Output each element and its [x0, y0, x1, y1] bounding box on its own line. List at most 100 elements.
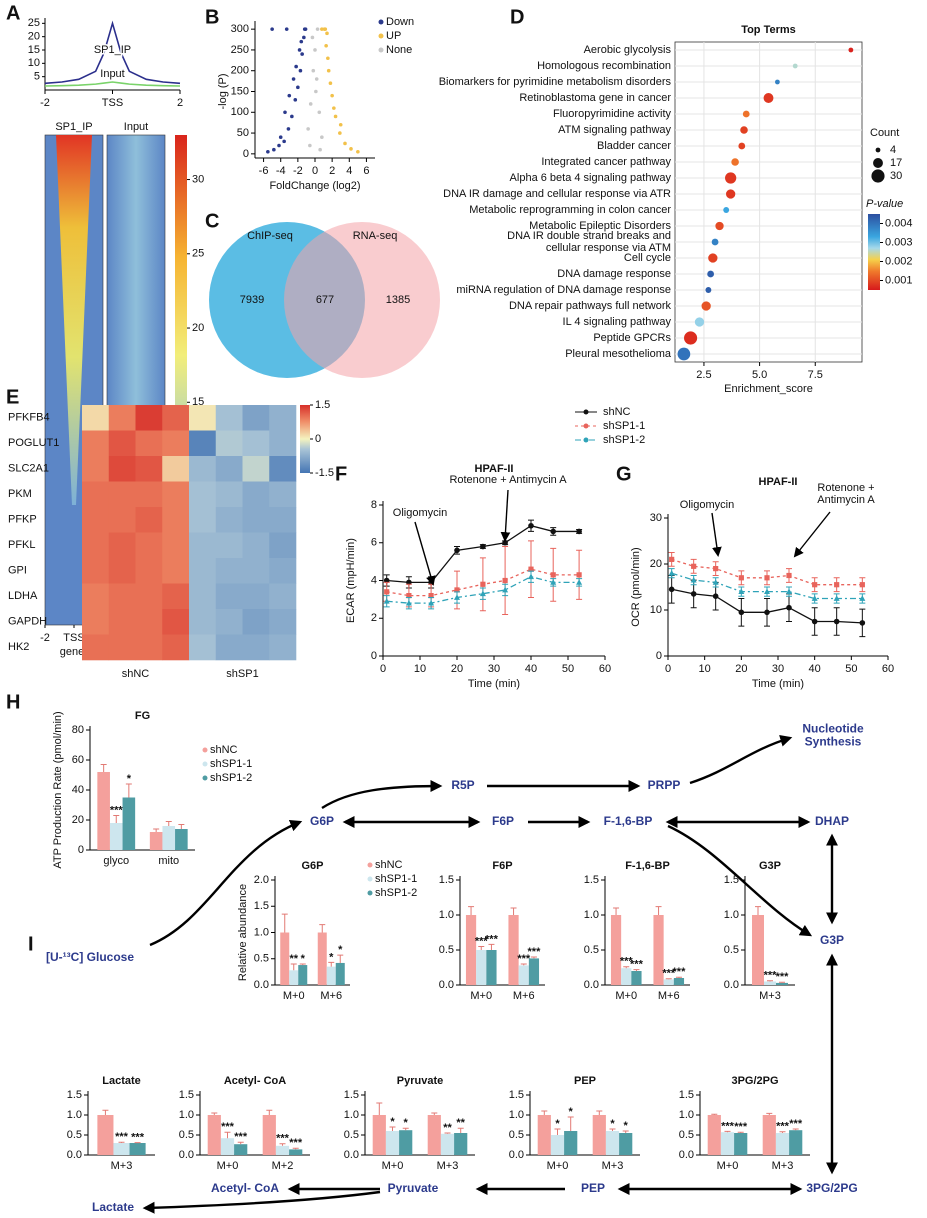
heat-cell — [162, 430, 190, 457]
heat-cell — [82, 609, 110, 635]
heat-cell — [108, 634, 136, 661]
error-bar — [178, 824, 185, 829]
x-axis-label: FoldChange (log2) — [269, 180, 360, 192]
group-label: shSP1 — [226, 668, 258, 680]
x-tick-label: M+2 — [272, 1160, 294, 1172]
dot — [711, 238, 719, 246]
point — [314, 77, 319, 81]
error-bar — [767, 980, 773, 982]
bar — [653, 915, 664, 985]
heat-cell — [82, 430, 110, 457]
marker — [550, 528, 556, 535]
error-bar — [224, 1131, 231, 1139]
dot — [792, 63, 798, 69]
error-bar — [118, 1141, 125, 1143]
point — [299, 39, 304, 44]
y-tick-label: 1.0 — [679, 1109, 694, 1121]
x-tick-label: 30 — [772, 663, 784, 675]
point — [308, 102, 313, 106]
heat-cell — [242, 430, 270, 457]
x-tick-label: 4 — [346, 165, 352, 177]
point — [320, 135, 324, 140]
panel-label: C — [205, 210, 219, 232]
x-tick-label: M+6 — [320, 990, 342, 1002]
category-label: Metabolic Epileptic Disorders — [529, 220, 671, 232]
bar — [97, 1115, 114, 1155]
chart-title: F-1,6-BP — [625, 860, 670, 872]
marker — [713, 566, 719, 572]
heat-cell — [269, 507, 297, 533]
category-label: DNA IR double strand breaks and cellular … — [507, 230, 671, 254]
point — [343, 141, 347, 146]
chart-title: PEP — [574, 1075, 596, 1087]
y-tick-label: 0 — [656, 650, 662, 662]
dot — [701, 301, 711, 311]
error-bar — [153, 828, 160, 832]
point — [310, 35, 315, 40]
legend-label: UP — [386, 30, 401, 42]
x-tick-label: 50 — [845, 663, 857, 675]
marker — [528, 566, 534, 572]
series-line — [386, 576, 580, 604]
error-bar — [520, 963, 527, 966]
heat-cell — [242, 609, 270, 635]
point — [290, 114, 294, 119]
error-bar — [623, 966, 630, 969]
error-bar — [319, 924, 326, 933]
error-bar — [541, 1110, 548, 1115]
point — [338, 131, 342, 135]
bar — [122, 797, 136, 850]
legend-label: shNC — [603, 406, 631, 418]
point — [313, 48, 317, 52]
pathway-node: Nucleotide Synthesis — [802, 722, 864, 749]
dot — [763, 93, 774, 103]
bar — [465, 915, 477, 985]
venn-set-label: RNA-seq — [353, 230, 398, 242]
point — [326, 68, 331, 73]
size-legend-label: 17 — [890, 157, 902, 169]
significance-label: *** — [776, 971, 790, 983]
chart-title: G6P — [301, 860, 323, 872]
point — [282, 139, 286, 144]
pathway-node: F-1,6-BP — [604, 814, 653, 828]
row-label: POGLUT1 — [8, 437, 59, 449]
x-tick-label: TSS — [102, 97, 123, 109]
y-tick-label: 5 — [34, 71, 40, 83]
significance-label: ** — [456, 1117, 465, 1129]
pathway-node: G3P — [820, 933, 844, 947]
point — [323, 27, 328, 31]
y-tick-label: 60 — [72, 754, 84, 766]
marker — [550, 579, 557, 585]
dot — [740, 126, 748, 134]
heat-cell — [82, 532, 110, 559]
marker — [811, 595, 818, 601]
bar — [162, 826, 176, 850]
bar — [550, 1135, 565, 1155]
legend-label: None — [386, 44, 412, 56]
error-bar — [596, 1110, 603, 1115]
point — [266, 149, 270, 154]
pathway-arrows — [142, 735, 838, 1214]
marker — [428, 593, 434, 599]
y-tick-label: 8 — [371, 499, 377, 511]
heat-cell — [215, 405, 243, 431]
chart-title: Acetyl- CoA — [224, 1075, 286, 1087]
error-bar — [711, 1113, 718, 1115]
marker — [479, 590, 486, 597]
heat-cell — [189, 583, 217, 610]
x-tick-label: -2 — [293, 165, 303, 177]
heat-cell — [135, 532, 163, 559]
point — [296, 85, 300, 90]
category-label: DNA damage response — [557, 268, 671, 280]
significance-label: *** — [662, 968, 676, 980]
y-tick-label: 200 — [231, 65, 249, 77]
x-tick-label: M+3 — [772, 1160, 794, 1172]
significance-label: * — [127, 773, 132, 785]
y-tick-label: 20 — [28, 31, 40, 43]
row-label: PFKFB4 — [8, 412, 50, 424]
colorbar-label: -1.5 — [315, 467, 334, 479]
y-tick-label: 1.0 — [67, 1109, 82, 1121]
point — [302, 35, 306, 40]
x-tick-label: 60 — [599, 663, 611, 675]
venn-count: 7939 — [240, 294, 264, 306]
